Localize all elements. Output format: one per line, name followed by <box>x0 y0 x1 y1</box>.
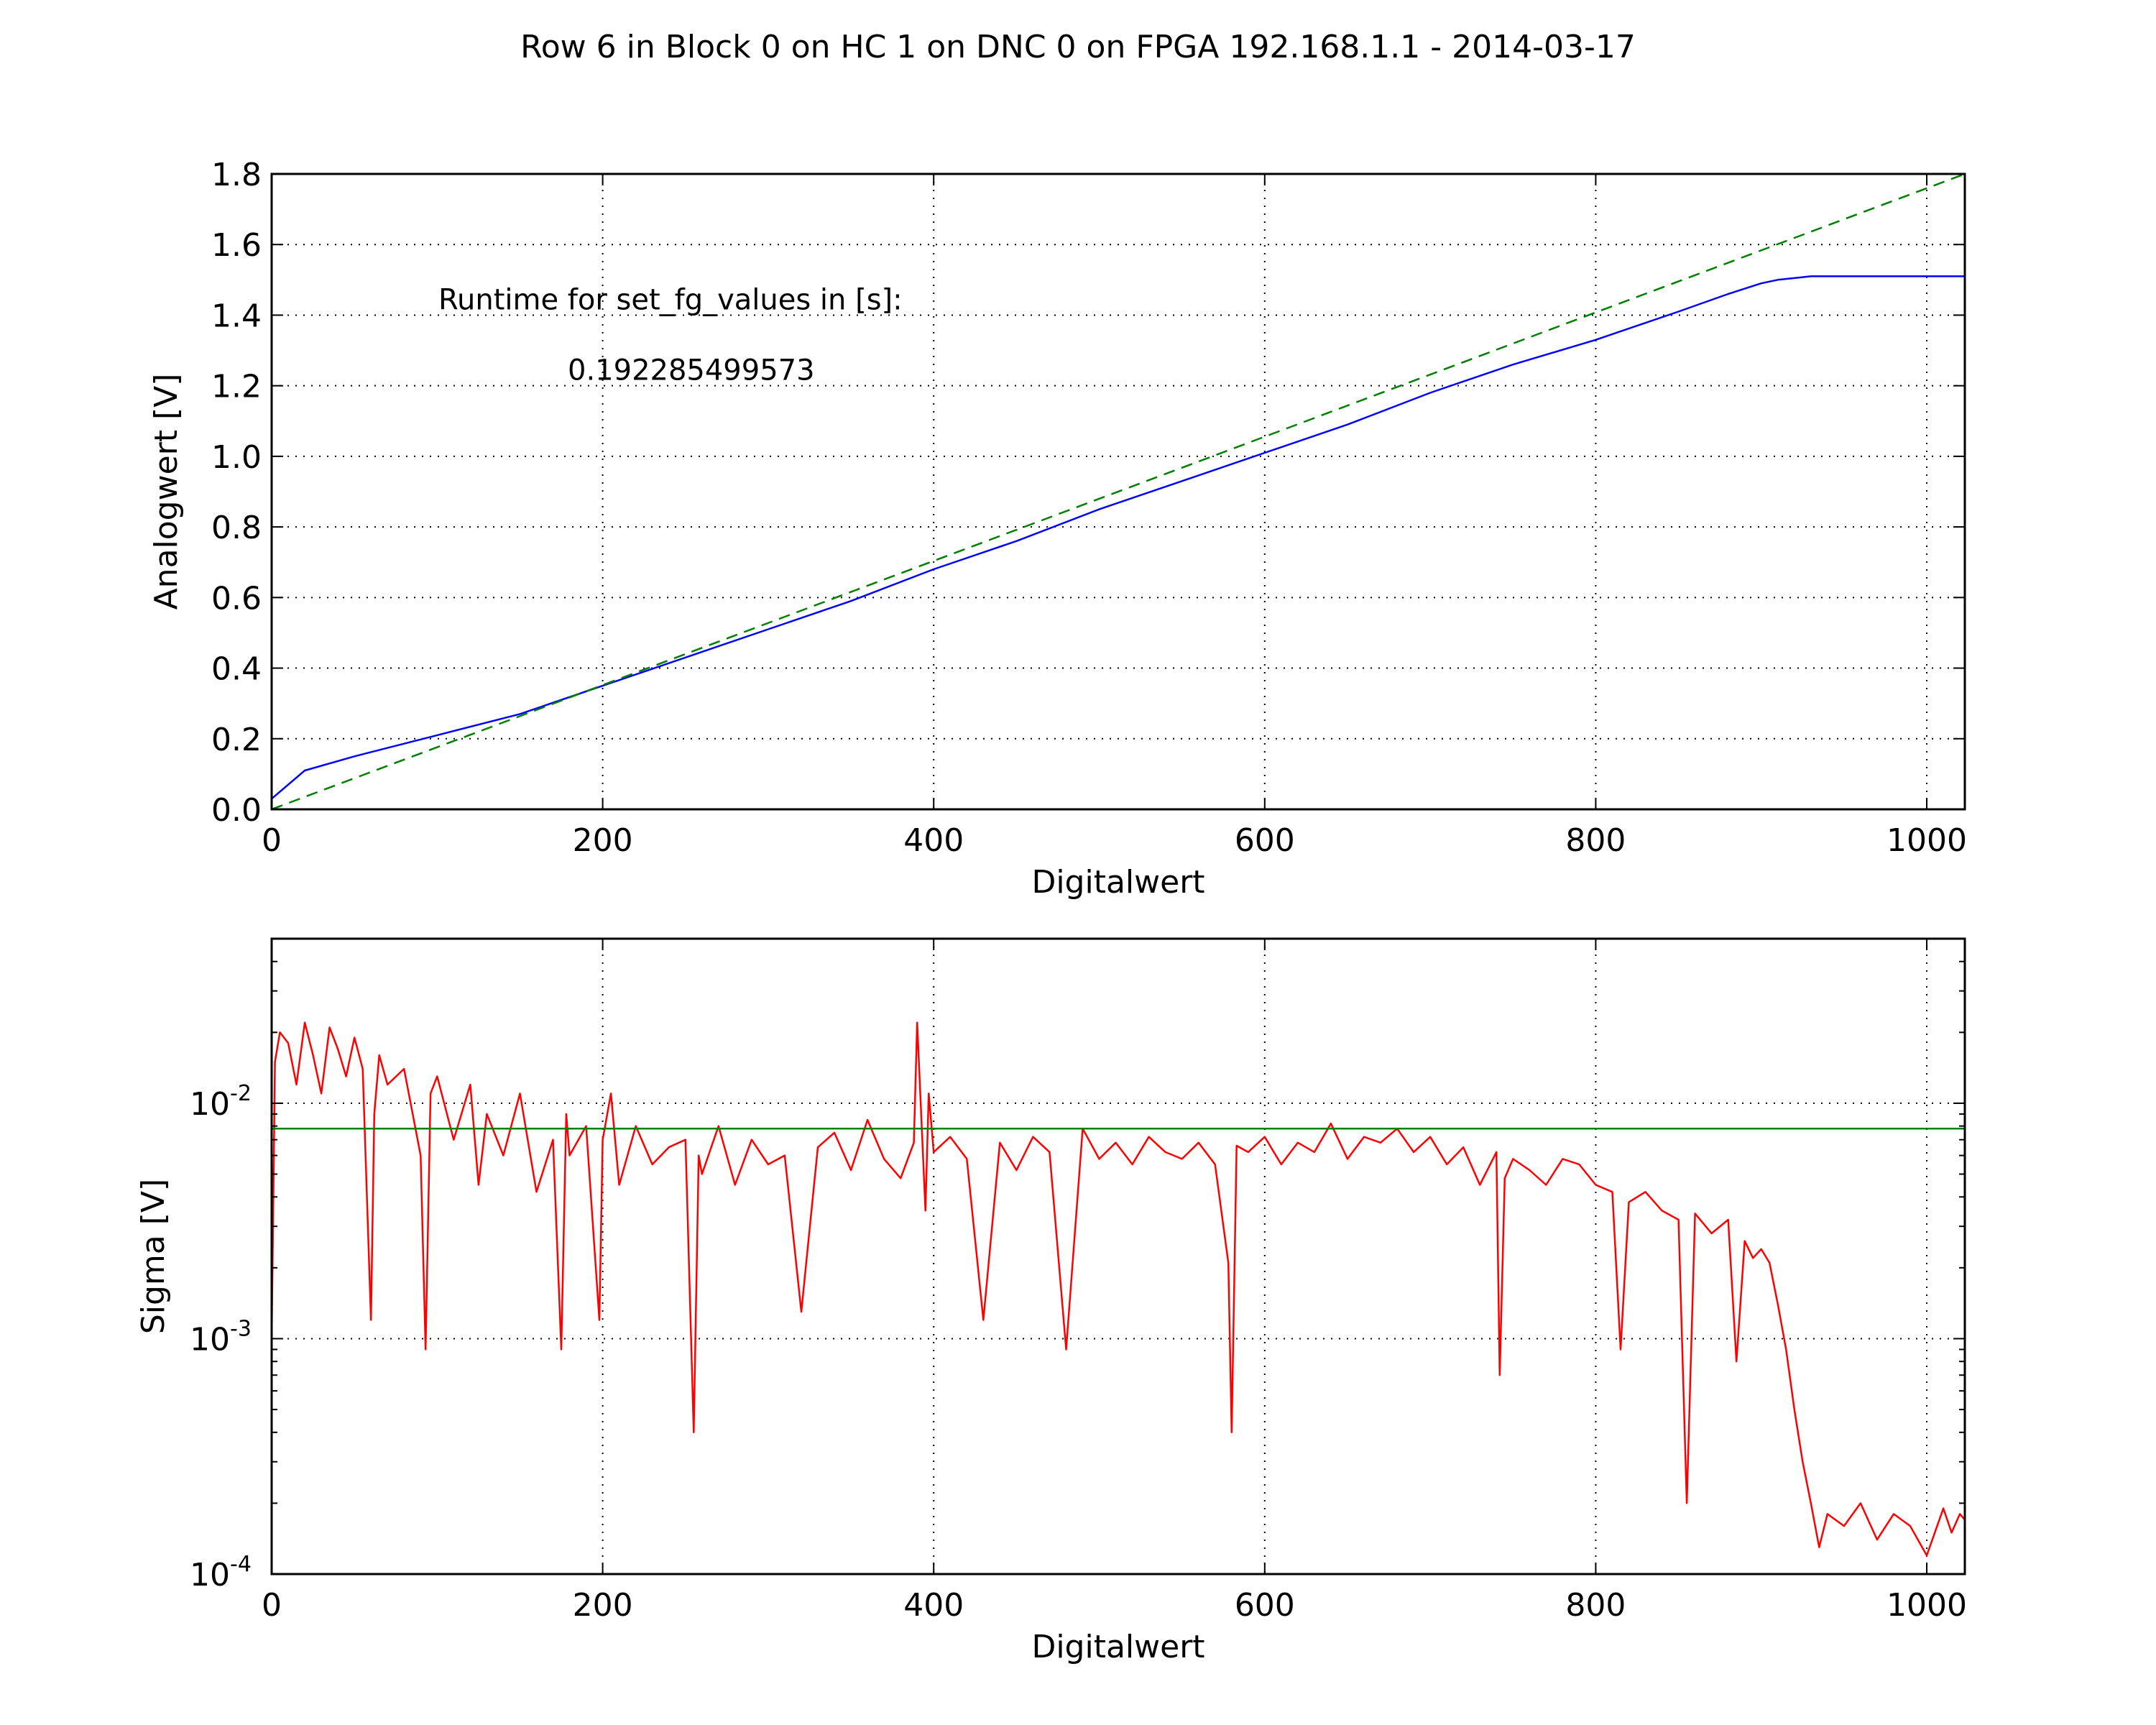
y-axis-label: Analogwert [V] <box>148 374 185 610</box>
y-tick-label-7: 1.4 <box>211 298 262 334</box>
annotation-text-0: Runtime for set_fg_values in [s]: <box>438 283 903 316</box>
x-tick-label-4: 800 <box>1565 822 1626 859</box>
x-tick-label-5: 1000 <box>1886 822 1967 859</box>
series-line-0 <box>272 275 1965 800</box>
x-tick-label-1: 200 <box>573 822 633 859</box>
y-axis-label: Sigma [V] <box>135 1179 172 1334</box>
y-tick-label-1: 10 <box>190 1321 230 1358</box>
y-tick-label-6: 1.2 <box>211 369 262 405</box>
y-tick-label-5: 1.0 <box>211 439 262 476</box>
x-tick-label-2: 400 <box>903 1587 964 1624</box>
x-tick-label-3: 600 <box>1235 1587 1295 1624</box>
x-axis-label: Digitalwert <box>1031 864 1204 901</box>
x-tick-label-5: 1000 <box>1886 1587 1967 1624</box>
x-tick-label-1: 200 <box>573 1587 633 1624</box>
series-line-0 <box>272 1021 1965 1557</box>
x-tick-label-0: 0 <box>262 1587 282 1624</box>
series-line-1 <box>272 174 1965 809</box>
y-tick-label-4: 0.8 <box>211 510 262 546</box>
y-tick-exponent-0: -4 <box>230 1552 252 1577</box>
y-tick-label-9: 1.8 <box>211 157 262 193</box>
y-tick-label-0: 10 <box>190 1557 230 1593</box>
y-tick-label-0: 0.0 <box>211 792 262 829</box>
y-tick-exponent-1: -3 <box>230 1316 252 1341</box>
y-tick-label-2: 10 <box>190 1086 230 1123</box>
x-axis-label: Digitalwert <box>1031 1629 1204 1665</box>
y-tick-label-3: 0.6 <box>211 580 262 617</box>
x-tick-label-3: 600 <box>1235 822 1295 859</box>
x-tick-label-0: 0 <box>262 822 282 859</box>
analog-panel: 0 200 400 600 800 1000 0.0 0.2 0.4 0.6 0.8 1.0 1.2 1.… <box>148 157 1967 901</box>
y-tick-label-8: 1.6 <box>211 227 262 264</box>
y-tick-label-2: 0.4 <box>211 651 262 688</box>
y-tick-label-1: 0.2 <box>211 722 262 758</box>
x-tick-label-2: 400 <box>903 822 964 859</box>
axes-frame <box>270 172 1966 811</box>
annotation-text-1: 0.192285499573 <box>568 354 815 387</box>
y-tick-exponent-2: -2 <box>230 1081 252 1106</box>
axes-frame <box>270 937 1966 1576</box>
figure-title: Row 6 in Block 0 on HC 1 on DNC 0 on FPG… <box>520 29 1636 65</box>
x-tick-label-4: 800 <box>1565 1587 1626 1624</box>
